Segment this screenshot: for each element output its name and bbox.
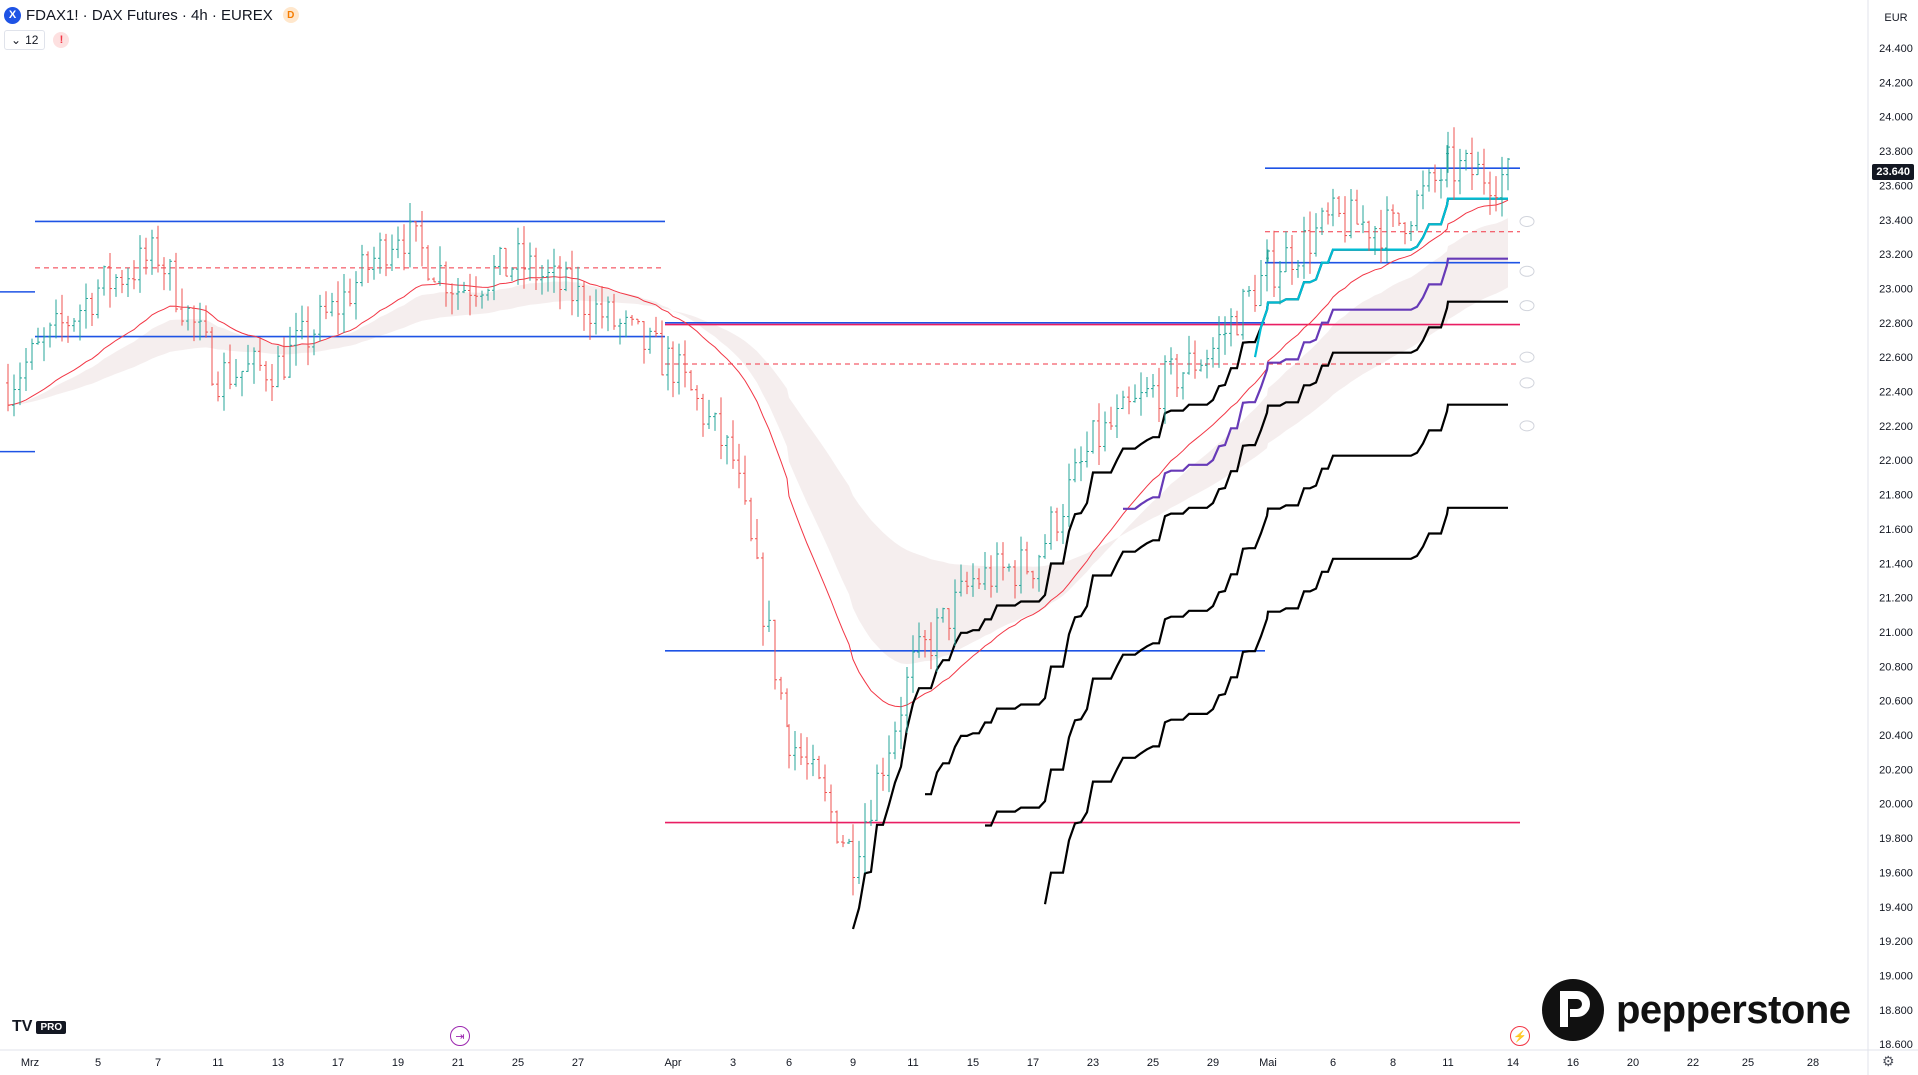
x-tick-label: 20: [1627, 1057, 1639, 1069]
y-tick-label: 21.600: [1879, 524, 1913, 536]
y-tick-label: 20.800: [1879, 661, 1913, 673]
tv-pro-badge: PRO: [36, 1020, 67, 1034]
x-tick-label: 19: [392, 1057, 404, 1069]
line-end-marker: [1519, 300, 1535, 312]
chevron-down-icon: ⌄: [11, 33, 22, 47]
x-tick-label: 23: [1087, 1057, 1099, 1069]
x-tick-label: 11: [1442, 1057, 1453, 1069]
trailing-stop-line: [1123, 257, 1508, 510]
x-tick-label: 28: [1807, 1057, 1819, 1069]
x-tick-label: 14: [1507, 1057, 1519, 1069]
x-tick-label: 5: [95, 1057, 101, 1069]
x-tick-label: 3: [730, 1057, 736, 1069]
y-tick-label: 19.400: [1879, 902, 1913, 914]
x-tick-label: 17: [1027, 1057, 1039, 1069]
warning-icon[interactable]: !: [53, 32, 70, 48]
trailing-stop-line: [985, 403, 1508, 827]
line-end-marker: [1519, 377, 1535, 389]
x-tick-label: 7: [155, 1057, 161, 1069]
y-tick-label: 21.000: [1879, 627, 1913, 639]
x-tick-label: 25: [1742, 1057, 1754, 1069]
gear-icon[interactable]: ⚙: [1882, 1053, 1895, 1069]
symbol-icon[interactable]: X: [4, 6, 21, 24]
x-tick-label: 21: [452, 1057, 464, 1069]
y-tick-label: 22.000: [1879, 455, 1913, 467]
pepperstone-logo: pepperstone: [1540, 977, 1851, 1043]
y-tick-label: 19.600: [1879, 867, 1913, 879]
lightning-icon[interactable]: ⚡: [1510, 1026, 1530, 1046]
y-tick-label: 20.000: [1879, 799, 1913, 811]
line-end-marker: [1519, 420, 1535, 432]
tv-logo-mark: TV: [12, 1018, 33, 1035]
y-tick-label: 21.400: [1879, 558, 1913, 570]
y-tick-label: 24.200: [1879, 77, 1913, 89]
y-tick-label: 21.800: [1879, 490, 1913, 502]
y-tick-label: 21.200: [1879, 593, 1913, 605]
line-end-marker: [1519, 265, 1535, 277]
x-tick-label: 25: [1147, 1057, 1159, 1069]
x-tick-label: 16: [1567, 1057, 1579, 1069]
y-tick-label: 23.400: [1879, 215, 1913, 227]
y-tick-label: 22.200: [1879, 421, 1913, 433]
x-tick-label: 15: [967, 1057, 979, 1069]
tradingview-logo[interactable]: TV PRO: [12, 1018, 67, 1036]
last-price-tag: 23.640: [1872, 164, 1914, 180]
trailing-stop-line: [1043, 506, 1508, 905]
y-tick-label: 19.200: [1879, 936, 1913, 948]
x-tick-label: 13: [272, 1057, 284, 1069]
x-tick-label: 11: [212, 1057, 223, 1069]
go-to-date-icon[interactable]: ⇥: [450, 1026, 470, 1046]
x-tick-label: 9: [850, 1057, 856, 1069]
symbol-title[interactable]: FDAX1! · DAX Futures · 4h · EUREX: [26, 6, 273, 24]
y-tick-label: 23.200: [1879, 249, 1913, 261]
y-tick-label: 22.400: [1879, 387, 1913, 399]
y-tick-label: 24.400: [1879, 43, 1913, 55]
currency-label[interactable]: EUR: [1884, 12, 1908, 24]
x-tick-label: 25: [512, 1057, 524, 1069]
y-tick-label: 23.600: [1879, 180, 1913, 192]
y-tick-label: 23.000: [1879, 283, 1913, 295]
x-tick-label: 11: [907, 1057, 918, 1069]
y-tick-label: 19.800: [1879, 833, 1913, 845]
x-tick-label: Mai: [1259, 1057, 1277, 1069]
x-tick-label: 22: [1687, 1057, 1699, 1069]
x-tick-label: 29: [1207, 1057, 1219, 1069]
y-tick-label: 20.200: [1879, 764, 1913, 776]
chart-header: X FDAX1! · DAX Futures · 4h · EUREX D: [4, 4, 299, 26]
y-tick-label: 20.400: [1879, 730, 1913, 742]
x-tick-label: Mrz: [21, 1057, 39, 1069]
y-tick-label: 22.800: [1879, 318, 1913, 330]
y-tick-label: 18.600: [1879, 1039, 1913, 1051]
x-tick-label: Apr: [664, 1057, 681, 1069]
y-tick-label: 23.800: [1879, 146, 1913, 158]
x-tick-label: 8: [1390, 1057, 1396, 1069]
indicator-toggle[interactable]: ⌄ 12: [4, 30, 46, 50]
indicator-count: 12: [25, 33, 39, 47]
x-tick-label: 27: [572, 1057, 584, 1069]
y-tick-label: 22.600: [1879, 352, 1913, 364]
indicator-row: ⌄ 12 !: [4, 30, 70, 50]
line-end-marker: [1519, 215, 1535, 227]
pepperstone-mark-icon: [1542, 979, 1604, 1041]
x-tick-label: 6: [1330, 1057, 1336, 1069]
x-tick-label: 6: [786, 1057, 792, 1069]
trailing-stop-line: [925, 300, 1508, 796]
y-tick-label: 19.000: [1879, 970, 1913, 982]
pepperstone-wordmark: pepperstone: [1616, 987, 1851, 1032]
ma-ribbon: [8, 218, 1508, 665]
x-tick-label: 17: [332, 1057, 344, 1069]
y-tick-label: 18.800: [1879, 1005, 1913, 1017]
y-tick-label: 24.000: [1879, 112, 1913, 124]
line-end-marker: [1519, 351, 1535, 363]
delay-badge[interactable]: D: [282, 7, 299, 23]
y-tick-label: 20.600: [1879, 696, 1913, 708]
